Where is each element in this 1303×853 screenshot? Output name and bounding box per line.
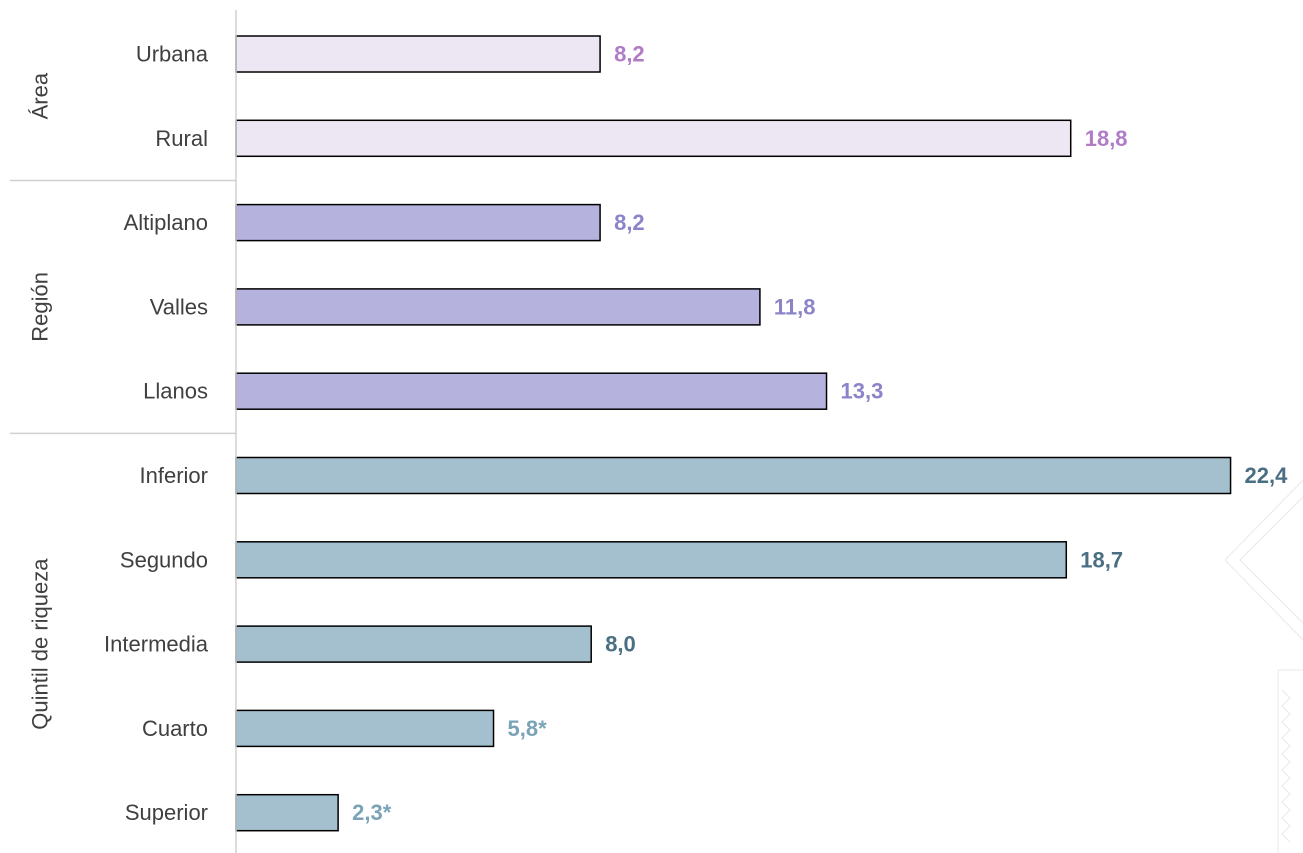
category-label: Altiplano: [124, 210, 208, 235]
category-label: Rural: [155, 126, 208, 151]
bar: [235, 456, 1232, 495]
category-label: Intermedia: [104, 632, 209, 657]
data-label: 2,3*: [352, 800, 392, 825]
data-label: 8,2: [614, 210, 645, 235]
category-label: Urbana: [136, 42, 209, 67]
background-decoration: [1224, 479, 1303, 853]
bar: [235, 793, 339, 832]
bar: [235, 119, 1072, 158]
category-label: Cuarto: [142, 716, 208, 741]
bar: [235, 35, 601, 73]
data-label: 18,7: [1080, 547, 1123, 572]
data-label: 5,8*: [508, 716, 548, 741]
bar: [235, 203, 601, 242]
bars: Urbana 8,2 Rural 18,8 Altiplano 8,2 Valles 11,8…: [104, 35, 1289, 832]
category-label: Llanos: [143, 379, 208, 404]
group-label: Área: [28, 72, 53, 119]
bar: [235, 372, 828, 410]
data-label: 11,8: [774, 294, 816, 319]
data-label: 8,2: [614, 42, 645, 67]
bar: [235, 541, 1068, 579]
bar: [235, 625, 592, 663]
category-label: Valles: [150, 294, 208, 319]
group-label: Quintil de riqueza: [28, 558, 53, 730]
category-label: Superior: [125, 800, 208, 825]
category-label: Segundo: [120, 547, 208, 572]
group-label: Región: [28, 272, 53, 342]
data-label: 22,4: [1245, 463, 1289, 488]
category-label: Inferior: [140, 463, 208, 488]
group-labels: Área Región Quintil de riqueza: [28, 72, 53, 730]
bar: [235, 288, 761, 326]
data-label: 18,8: [1085, 126, 1128, 151]
data-label: 8,0: [605, 632, 636, 657]
group-separators: [10, 179, 236, 435]
data-label: 13,3: [841, 379, 884, 404]
bar: [235, 709, 495, 748]
